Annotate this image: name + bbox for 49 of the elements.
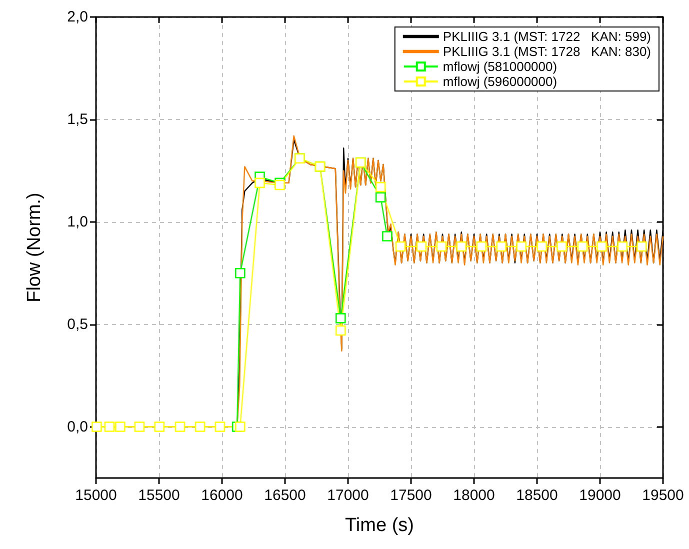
point: [516, 241, 527, 252]
legend-label: mflowj (596000000): [442, 74, 558, 89]
y-tick-label: 0,0: [67, 418, 88, 436]
x-tick-label: 16500: [264, 487, 306, 504]
point: [115, 422, 126, 432]
point: [577, 241, 588, 252]
x-tick-label: 17000: [327, 487, 369, 504]
point: [375, 192, 386, 202]
y-tick-label: 1,0: [67, 213, 88, 230]
legend-label: PKLIIIG 3.1 (MST: 1728 KAN: 830): [442, 44, 652, 59]
point: [456, 241, 467, 252]
point: [254, 178, 265, 188]
point: [395, 241, 406, 252]
point: [336, 313, 346, 324]
x-axis-title: Time (s): [345, 515, 414, 536]
point: [617, 241, 628, 252]
point: [375, 182, 386, 192]
x-tick-label: 18500: [516, 487, 558, 504]
x-tick-label: 15500: [138, 487, 180, 504]
point: [596, 241, 607, 252]
legend-label: mflowj (581000000): [442, 59, 558, 74]
point: [134, 422, 145, 432]
point: [104, 422, 115, 432]
point: [476, 241, 487, 252]
y-axis-title: Flow (Norm.): [24, 192, 45, 302]
point: [556, 241, 567, 252]
point: [536, 241, 548, 252]
x-tick-label: 18000: [453, 487, 495, 504]
point: [416, 241, 427, 252]
point: [496, 241, 506, 252]
point: [234, 422, 246, 432]
y-tick-label: 2,0: [67, 8, 88, 26]
point: [234, 268, 246, 278]
y-tick-label: 0,5: [67, 316, 88, 333]
point: [336, 325, 346, 336]
x-tick-label: 16000: [201, 487, 243, 504]
point: [194, 422, 206, 432]
x-tick-label: 19000: [579, 487, 621, 504]
point: [636, 241, 647, 252]
y-tick-label: 1,5: [67, 110, 88, 128]
point: [214, 422, 226, 432]
point: [174, 422, 186, 432]
x-tick-label: 19500: [642, 487, 684, 504]
point: [436, 241, 447, 252]
point: [382, 231, 392, 242]
point: [154, 422, 165, 432]
x-tick-label: 15000: [75, 487, 117, 504]
x-tick-label: 17500: [390, 487, 432, 504]
legend-label: PKLIIIG 3.1 (MST: 1722 KAN: 599): [442, 29, 652, 44]
